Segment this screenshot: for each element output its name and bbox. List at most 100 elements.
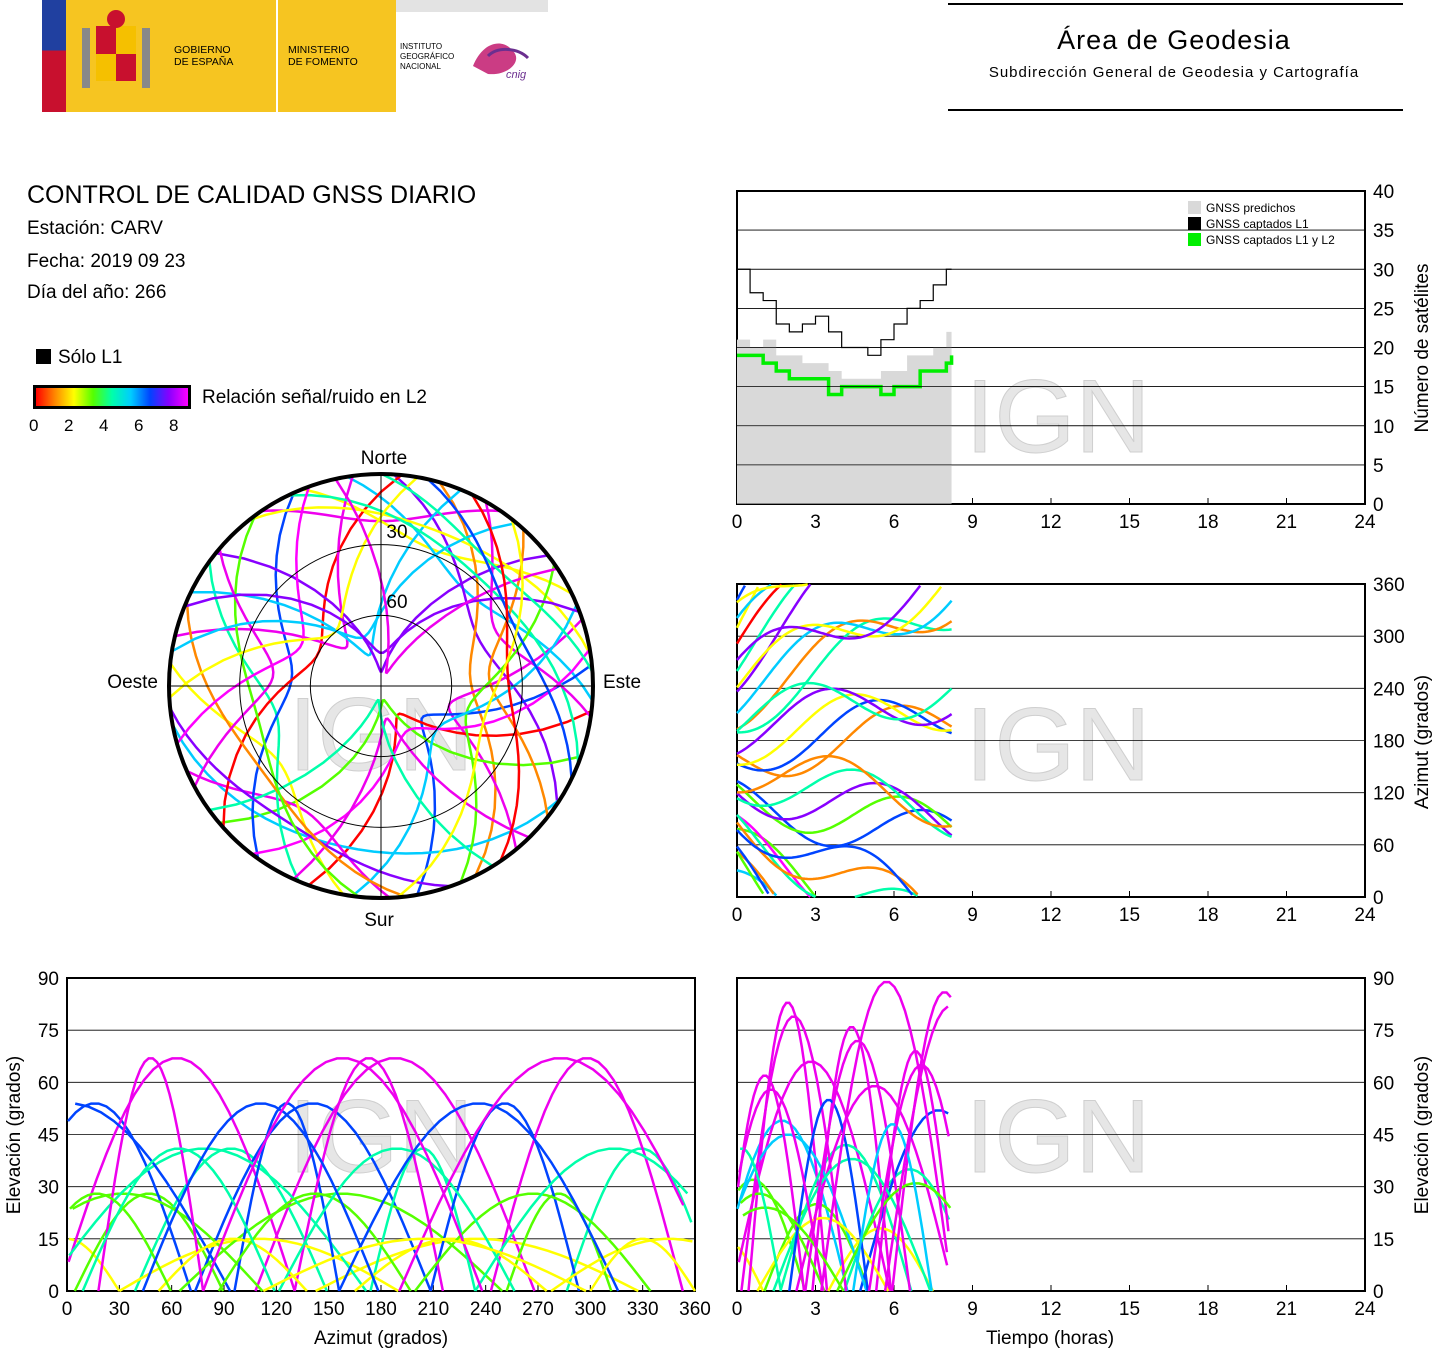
skyplot-track bbox=[186, 769, 391, 899]
skyplot-track bbox=[169, 662, 345, 896]
snr-tick: 2 bbox=[64, 416, 74, 435]
azimuth-track bbox=[736, 781, 953, 837]
x-tick-label: 30 bbox=[109, 1299, 130, 1320]
azimuth-track bbox=[736, 704, 953, 778]
x-tick-label: 21 bbox=[1276, 512, 1297, 533]
l1-only-swatch bbox=[36, 349, 51, 364]
y-tick-label: 0 bbox=[48, 1282, 59, 1303]
x-tick-label: 18 bbox=[1197, 1299, 1218, 1320]
elev-az-track bbox=[201, 1057, 484, 1292]
elev-az-track bbox=[315, 1237, 639, 1293]
azimuth-track bbox=[735, 583, 783, 645]
y-axis-label: Azimut (grados) bbox=[1412, 675, 1433, 809]
elev-az-track bbox=[178, 1192, 504, 1292]
skyplot-track bbox=[459, 563, 556, 883]
y-tick-label: 15 bbox=[38, 1230, 59, 1251]
azimuth-tracks bbox=[735, 583, 953, 899]
y-tick-label: 35 bbox=[1373, 221, 1394, 242]
x-tick-label: 0 bbox=[62, 1299, 73, 1320]
skyplot-track bbox=[396, 518, 524, 899]
x-tick-label: 24 bbox=[1354, 1299, 1376, 1320]
series-predicted-area bbox=[737, 324, 952, 504]
y-axis-label: Elevación (grados) bbox=[4, 1056, 25, 1214]
elev-az-track bbox=[414, 1192, 652, 1292]
elev-time-track bbox=[867, 1064, 950, 1292]
azimuth-track bbox=[736, 586, 943, 689]
skyplot-track bbox=[248, 506, 592, 657]
azimuth-track bbox=[736, 813, 919, 899]
report-title: CONTROL DE CALIDAD GNSS DIARIO bbox=[27, 181, 477, 209]
skyplot-track bbox=[174, 475, 354, 650]
elev-time-track bbox=[742, 1206, 845, 1292]
x-tick-label: 6 bbox=[889, 1299, 900, 1320]
elev-time-track bbox=[772, 1157, 932, 1292]
legend-swatch bbox=[1188, 201, 1201, 214]
elev-az-tracks bbox=[67, 1057, 697, 1293]
x-tick-label: 6 bbox=[889, 512, 900, 533]
x-tick-label: 90 bbox=[213, 1299, 234, 1320]
l1-only-label: Sólo L1 bbox=[58, 347, 123, 368]
snr-tick: 4 bbox=[99, 416, 109, 435]
azimuth-track bbox=[736, 681, 953, 732]
y-tick-label: 0 bbox=[1373, 495, 1384, 516]
spain-flag-stripe bbox=[42, 0, 66, 112]
elev-az-track bbox=[353, 1237, 548, 1292]
skyplot-track bbox=[381, 472, 594, 673]
azimuth-track bbox=[736, 768, 953, 838]
skyplot-track bbox=[185, 600, 406, 898]
plot-frame bbox=[66, 977, 696, 1292]
x-tick-label: 0 bbox=[732, 1299, 743, 1320]
x-tick-label: 3 bbox=[810, 1299, 821, 1320]
date-label: Fecha: 2019 09 23 bbox=[27, 251, 186, 272]
x-tick-label: 24 bbox=[1354, 512, 1376, 533]
ign-logo-text: INSTITUTO GEOGRÁFICO NACIONAL bbox=[400, 42, 455, 71]
elev-time-track bbox=[738, 1088, 825, 1292]
y-tick-label: 60 bbox=[1373, 836, 1394, 857]
y-tick-label: 30 bbox=[1373, 260, 1394, 281]
x-tick-label: 18 bbox=[1197, 512, 1218, 533]
elev-time-track bbox=[851, 1123, 933, 1292]
skyplot-track bbox=[334, 478, 558, 675]
elev-az-track bbox=[73, 1192, 225, 1292]
elev-az-track bbox=[254, 1057, 536, 1292]
elev-time-track bbox=[890, 991, 952, 1292]
x-tick-label: 0 bbox=[732, 905, 743, 926]
x-tick-label: 150 bbox=[313, 1299, 345, 1320]
elev-az-track bbox=[565, 1147, 693, 1292]
azimuth-track bbox=[735, 851, 765, 895]
azimuth-track bbox=[735, 584, 746, 601]
snr-colorbar bbox=[33, 385, 191, 409]
elev-time-track bbox=[740, 1147, 783, 1292]
legend-label: GNSS captados L1 bbox=[1206, 217, 1309, 231]
x-tick-label: 3 bbox=[810, 512, 821, 533]
elev-az-track bbox=[157, 1237, 308, 1292]
y-tick-label: 60 bbox=[38, 1073, 59, 1094]
y-tick-label: 25 bbox=[1373, 299, 1394, 320]
cnig-logo-icon: cnig bbox=[473, 43, 530, 81]
elev-az-track bbox=[68, 1147, 368, 1292]
elev-az-track bbox=[489, 1057, 685, 1292]
direction-south: Sur bbox=[364, 910, 394, 931]
ign-logo-bar bbox=[396, 0, 548, 12]
elev-time-track bbox=[804, 1039, 912, 1292]
x-tick-label: 15 bbox=[1119, 512, 1140, 533]
elev-time-track bbox=[820, 980, 949, 1292]
ring-label: 30 bbox=[386, 522, 407, 543]
x-tick-label: 24 bbox=[1354, 905, 1376, 926]
azimuth-track bbox=[736, 821, 919, 896]
x-tick-label: 60 bbox=[161, 1299, 182, 1320]
ign-watermark: IGN bbox=[966, 359, 1151, 475]
y-tick-label: 360 bbox=[1373, 575, 1405, 596]
header-rule-top bbox=[948, 3, 1403, 5]
y-tick-label: 40 bbox=[1373, 182, 1394, 203]
snr-label: Relación señal/ruido en L2 bbox=[202, 387, 427, 408]
gobierno-logo: GOBIERNO DE ESPAÑA bbox=[66, 0, 276, 112]
skyplot-track bbox=[171, 723, 562, 855]
y-tick-label: 30 bbox=[38, 1178, 59, 1199]
skyplot-track bbox=[176, 486, 311, 745]
elev-az-track bbox=[398, 1057, 685, 1292]
legend-swatch bbox=[1188, 217, 1201, 230]
ministry-line1: MINISTERIO bbox=[288, 44, 350, 56]
y-tick-label: 0 bbox=[1373, 1282, 1384, 1303]
ign-watermark: IGN bbox=[966, 687, 1151, 803]
